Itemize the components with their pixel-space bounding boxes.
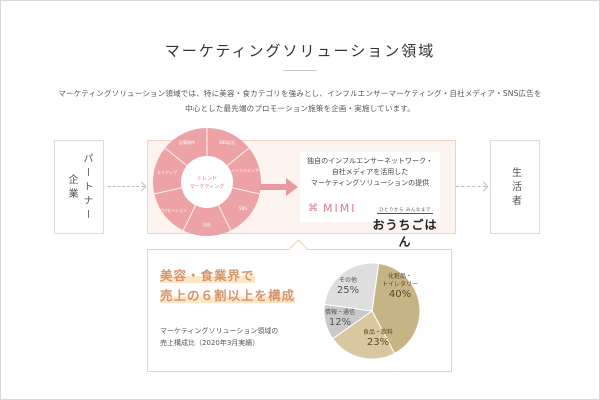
title-underline (283, 70, 317, 71)
solution-card-line-2: 自社メディアを活用した (331, 168, 409, 176)
ring-segment-5: プロモーション (159, 207, 187, 213)
ring-segment-3: SNS (239, 206, 248, 211)
consumer-box: 生活者 (490, 140, 540, 234)
sales-headline: 美容・食業界で 売上の６割以上を構成 (160, 266, 296, 306)
arrow-partner-to-panel (108, 186, 144, 188)
pie-slice-1 (371, 262, 421, 355)
ring-segment-2: インフルエンサー (231, 168, 263, 173)
ouchigohan-logo: ひとりから みんなまで おうちごはん (372, 196, 438, 250)
description-line-2: 中心とした最先端のプロモーション施策を企画・実施しています。 (185, 104, 415, 113)
pie-slice-4 (323, 262, 380, 312)
partner-label: パートナー企業 (66, 153, 92, 223)
solution-card: 独自のインフルエンサーネットワーク・ 自社メディアを活用した マーケティングソリ… (300, 152, 440, 222)
ring-segment-1: SNS広告 (219, 139, 235, 145)
trend-marketing-ring: SNS広告 インフルエンサー SNS 自社 プロモーション タイアップ 記事制作… (153, 128, 263, 236)
partner-box: パートナー企業 (54, 140, 104, 234)
description-line-1: マーケティングソリューション領域では、特に美容・食カテゴリを強みとし、インフルエ… (58, 89, 542, 98)
pie-label-3: 情報・通信 12% (325, 308, 355, 328)
pie-label-1: 化粧品・トイレタリー 40% (382, 272, 418, 300)
ouchigohan-logo-text: おうちごはん (372, 218, 438, 249)
solution-card-line-1: 独自のインフルエンサーネットワーク・ (307, 157, 433, 165)
pie-label-2: 食品・飲料 23% (363, 328, 393, 348)
ring-center-line-1: トレンド (197, 176, 217, 182)
ring-segment-7: 記事制作 (179, 139, 195, 145)
headline-line-2: 売上の６割以上を構成 (160, 288, 296, 303)
mimi-mark-icon: ⌘ (308, 202, 320, 214)
section-description: マーケティングソリューション領域では、特に美容・食カテゴリを強みとし、インフルエ… (20, 86, 580, 116)
section-title: マーケティングソリューション領域 (164, 42, 436, 60)
caption-line-1: マーケティングソリューション領域の (160, 327, 279, 335)
mimi-logo-text: MIMI (323, 201, 357, 215)
consumer-label: 生活者 (509, 167, 521, 209)
ring-segment-6: タイアップ (157, 169, 177, 175)
ring-segment-4: 自社 (203, 221, 211, 227)
ring-center (181, 156, 233, 208)
sales-composition-pie: 化粧品・トイレタリー 40% 食品・飲料 23% 情報・通信 12% その他 25% (323, 262, 421, 360)
solution-card-text: 独自のインフルエンサーネットワーク・ 自社メディアを活用した マーケティングソリ… (300, 156, 440, 189)
ring-center-line-2: マーケティング (190, 183, 225, 190)
solution-card-line-3: マーケティングソリューションの提供 (310, 179, 430, 187)
headline-line-1: 美容・食業界で (160, 268, 255, 283)
pie-slice-2 (332, 310, 396, 360)
mimi-logo: ⌘ MIMI (308, 200, 356, 216)
caption-line-2: 売上構成比（2020年3月実績） (160, 339, 260, 347)
sales-caption: マーケティングソリューション領域の 売上構成比（2020年3月実績） (160, 325, 278, 349)
arrow-right-icon (260, 178, 298, 196)
ouchigohan-tagline: ひとりから みんなまで (377, 208, 433, 214)
pie-label-4: その他 25% (337, 276, 359, 296)
arrow-panel-to-consumer (456, 186, 486, 188)
